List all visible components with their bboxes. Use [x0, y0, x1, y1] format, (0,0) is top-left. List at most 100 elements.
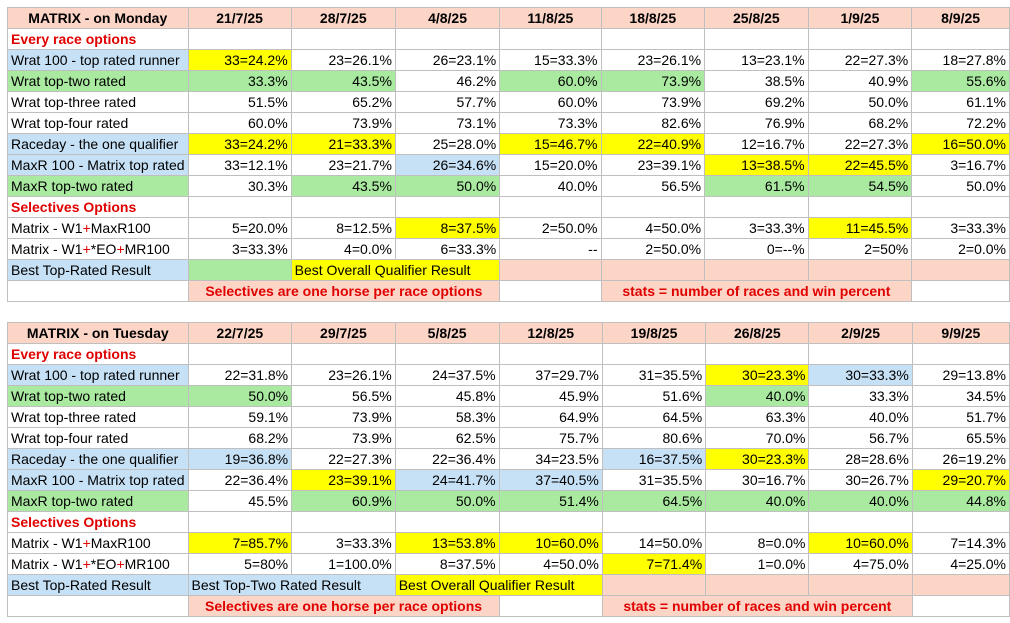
- data-cell: 64.9%: [498, 406, 603, 428]
- legend-green-swatch: [187, 259, 292, 281]
- label-part: Matrix - W1: [11, 555, 83, 572]
- data-cell: 45.8%: [394, 385, 500, 407]
- blank-cell: [911, 343, 1010, 365]
- data-cell: 22=27.3%: [291, 448, 396, 470]
- date-header: 11/8/25: [499, 7, 602, 29]
- legend-best-top-two: Best Top-Two Rated Result: [187, 574, 396, 596]
- data-cell: 2=50.0%: [600, 238, 706, 260]
- data-cell: 0=--%: [704, 238, 809, 260]
- date-header: 29/7/25: [291, 322, 396, 344]
- date-header: 12/8/25: [498, 322, 603, 344]
- blank-cell: [394, 343, 500, 365]
- date-header: 25/8/25: [704, 7, 809, 29]
- date-header: 5/8/25: [394, 322, 500, 344]
- row-label: Wrat 100 - top rated runner: [7, 364, 189, 386]
- blank-cell: [7, 595, 189, 617]
- data-cell: 19=36.8%: [187, 448, 293, 470]
- data-cell: 43.5%: [290, 70, 396, 92]
- data-cell: 73.9%: [291, 406, 396, 428]
- data-cell: 4=0.0%: [290, 238, 396, 260]
- section-label-every: Every race options: [7, 28, 189, 50]
- data-cell: 29=13.8%: [911, 364, 1010, 386]
- data-cell: 22=36.4%: [394, 448, 500, 470]
- plus-sign: +: [82, 219, 91, 236]
- table-row: Matrix - W1+*EO+MR100 3=33.3% 4=0.0% 6=33.3…: [7, 238, 1010, 260]
- note-selectives: Selectives are one horse per race option…: [187, 280, 501, 302]
- data-cell: 62.5%: [394, 427, 500, 449]
- data-cell: 38.5%: [704, 70, 809, 92]
- blank-cell: [499, 280, 602, 302]
- data-cell: 50.0%: [911, 175, 1010, 197]
- section-row: Selectives Options: [7, 196, 1010, 218]
- blank-cell: [187, 511, 293, 533]
- blank-cell: [187, 343, 293, 365]
- legend-best-top-rated: Best Top-Rated Result: [7, 259, 189, 281]
- data-cell: 2=0.0%: [911, 238, 1010, 260]
- data-cell: 51.6%: [601, 385, 707, 407]
- blank-cell: [704, 196, 809, 218]
- legend-row: Best Top-Rated Result Best Overall Qualif…: [7, 259, 1010, 281]
- data-cell: 40.0%: [808, 406, 913, 428]
- data-cell: 10=60.0%: [808, 532, 913, 554]
- date-header: 4/8/25: [394, 7, 501, 29]
- legend-best-overall: Best Overall Qualifier Result: [394, 574, 603, 596]
- blank-cell: [911, 259, 1010, 281]
- data-cell: 73.3%: [499, 112, 602, 134]
- data-cell: 26=23.1%: [394, 49, 501, 71]
- row-label: Wrat 100 - top rated runner: [7, 49, 189, 71]
- data-cell: 3=16.7%: [911, 154, 1010, 176]
- data-cell: 23=26.1%: [291, 364, 396, 386]
- section-row: Every race options: [7, 28, 1010, 50]
- data-cell: 55.6%: [911, 70, 1010, 92]
- row-label: MaxR 100 - Matrix top rated: [7, 154, 189, 176]
- data-cell: 13=38.5%: [704, 154, 809, 176]
- section-row: Every race options: [7, 343, 1010, 365]
- data-cell: 18=27.8%: [911, 49, 1010, 71]
- table-row: Raceday - the one qualifier 19=36.8% 22=27…: [7, 448, 1010, 470]
- data-cell: 73.1%: [394, 112, 501, 134]
- data-cell: 73.9%: [600, 91, 706, 113]
- row-label: Wrat top-two rated: [7, 385, 189, 407]
- date-header: 18/8/25: [600, 7, 706, 29]
- data-cell: 72.2%: [911, 112, 1010, 134]
- blank-cell: [600, 196, 706, 218]
- blank-cell: [601, 574, 707, 596]
- data-cell: 8=37.5%: [394, 217, 501, 239]
- data-cell: 40.0%: [499, 175, 602, 197]
- notes-row: Selectives are one horse per race option…: [7, 280, 1010, 302]
- row-label: Wrat top-three rated: [7, 406, 189, 428]
- data-cell: 57.7%: [394, 91, 501, 113]
- date-header: 2/9/25: [808, 322, 913, 344]
- note-stats: stats = number of races and win percent: [600, 280, 913, 302]
- monday-matrix-table: MATRIX - on Monday 21/7/25 28/7/25 4/8/25 11…: [7, 7, 1010, 302]
- blank-cell: [911, 28, 1010, 50]
- blank-cell: [394, 196, 501, 218]
- date-header: 26/8/25: [705, 322, 810, 344]
- data-cell: 31=35.5%: [601, 364, 707, 386]
- plus-sign: +: [82, 240, 91, 257]
- blank-cell: [394, 28, 501, 50]
- data-cell: 4=75.0%: [808, 553, 913, 575]
- table-row: MaxR top-two rated 45.5% 60.9% 50.0% 51.4% 64…: [7, 490, 1010, 512]
- data-cell: 65.5%: [911, 427, 1010, 449]
- data-cell: 22=36.4%: [187, 469, 293, 491]
- label-part: MR100: [124, 555, 170, 572]
- data-cell: 13=53.8%: [394, 532, 500, 554]
- data-cell: 51.5%: [187, 91, 292, 113]
- data-cell: 28=28.6%: [808, 448, 913, 470]
- header-row: MATRIX - on Tuesday 22/7/25 29/7/25 5/8/25 1…: [7, 322, 1010, 344]
- section-label-every: Every race options: [7, 343, 189, 365]
- blank-cell: [911, 280, 1010, 302]
- data-cell: 34=23.5%: [498, 448, 603, 470]
- data-cell: 30=23.3%: [705, 448, 810, 470]
- data-cell: 37=29.7%: [498, 364, 603, 386]
- data-cell: 43.5%: [290, 175, 396, 197]
- data-cell: 33=12.1%: [187, 154, 292, 176]
- header-row: MATRIX - on Monday 21/7/25 28/7/25 4/8/25 11…: [7, 7, 1010, 29]
- data-cell: 54.5%: [807, 175, 913, 197]
- data-cell: 40.9%: [807, 70, 913, 92]
- data-cell: 22=31.8%: [187, 364, 293, 386]
- data-cell: 13=23.1%: [704, 49, 809, 71]
- data-cell: 29=20.7%: [911, 469, 1010, 491]
- data-cell: 22=45.5%: [807, 154, 913, 176]
